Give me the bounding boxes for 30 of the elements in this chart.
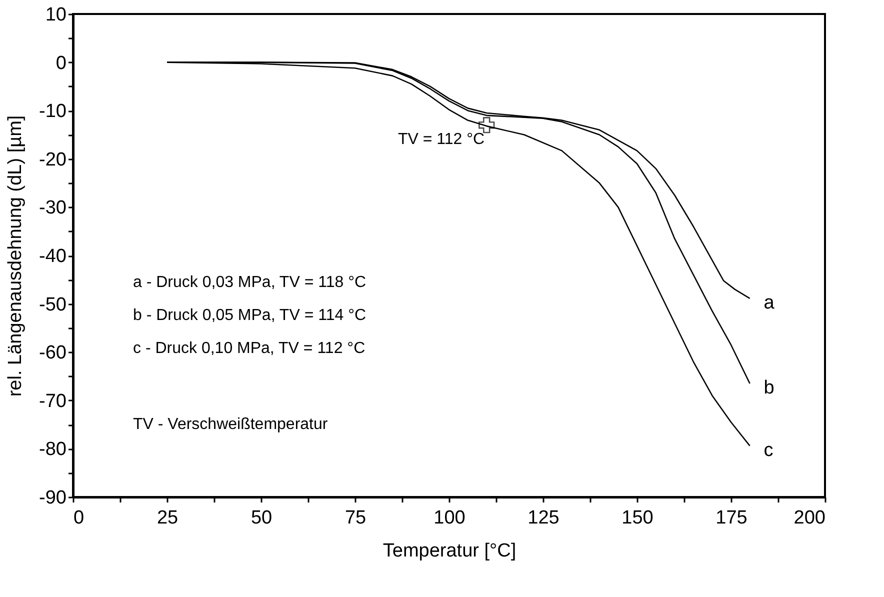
y-tick-label: -10 [39,101,66,122]
y-tick-label: -30 [39,198,66,219]
x-tick-label: 150 [622,508,654,528]
annotation: TV = 112 °C [398,131,485,148]
x-tick-label: 50 [250,508,272,528]
y-tick-label: -80 [39,439,66,460]
series-label: c [764,440,774,461]
series-label: a [764,292,775,314]
annotation: c - Druck 0,10 MPa, TV = 112 °C [133,340,366,357]
y-tick-label: -90 [39,488,66,508]
y-tick-label: -70 [39,390,66,412]
x-tick-label: 100 [434,508,466,528]
y-axis-title: rel. Längenausdehnung (dL) [µm] [5,115,26,397]
y-tick-label: -20 [39,149,66,170]
x-axis-title: Temperatur [°C] [382,540,516,562]
x-tick-label: 200 [794,508,826,528]
y-tick-label: 10 [45,4,66,26]
y-tick-label: 0 [56,52,66,74]
x-tick-label: 25 [156,508,178,528]
y-tick-label: -60 [39,342,66,364]
y-tick-label: -50 [39,294,66,316]
annotation: a - Druck 0,03 MPa, TV = 118 °C [133,274,366,291]
x-tick-label: 175 [716,508,748,528]
y-tick-label: -40 [39,246,66,267]
annotation: TV - Verschweißtemperatur [133,416,328,433]
x-tick-label: 75 [344,508,366,528]
annotation: b - Druck 0,05 MPa, TV = 114 °C [133,307,366,324]
series-label: b [764,377,774,398]
x-tick-label: 125 [528,508,560,528]
x-tick-label: 0 [74,508,84,528]
